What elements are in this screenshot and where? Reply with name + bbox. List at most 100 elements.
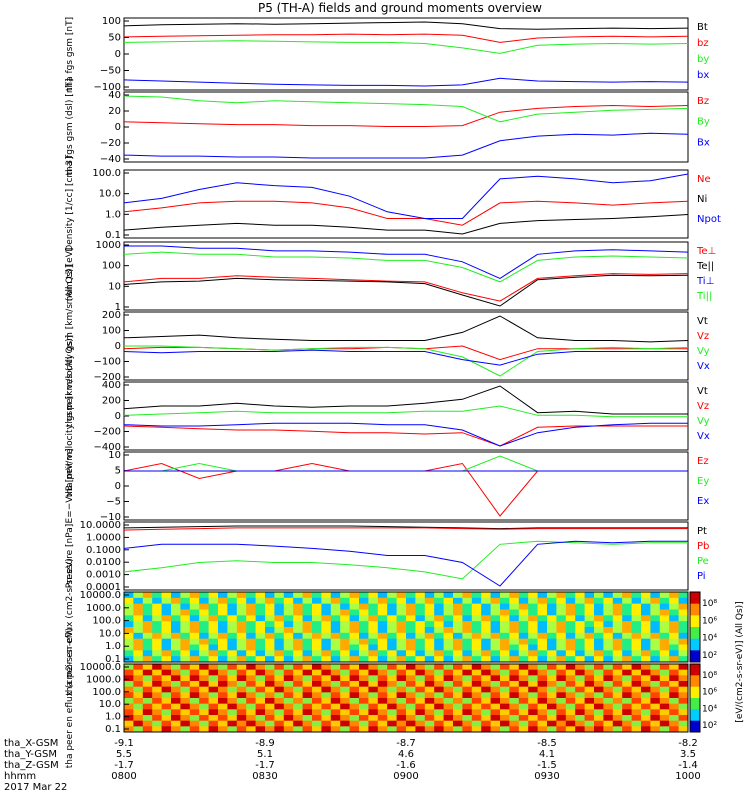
heatmap-cell [528,681,539,688]
heatmap-cell [180,669,191,676]
heatmap-cell [161,726,172,733]
heatmap-cell [227,681,238,688]
heatmap-cell [669,656,680,663]
heatmap-cell [443,632,454,640]
heatmap-cell [462,615,473,622]
heatmap-cell [171,669,181,676]
heatmap-cell [443,638,454,645]
footer-value: -1.4 [678,760,698,771]
heatmap-cell [669,709,680,716]
heatmap-cell [227,603,238,610]
heatmap-cell [265,698,275,705]
heatmap-cell [500,692,510,699]
heatmap-cell [161,675,172,682]
heatmap-cell [255,675,266,682]
heatmap-cell [641,698,651,705]
heatmap-cell [218,703,228,710]
series-line [124,345,689,377]
heatmap-cell [265,703,275,710]
heatmap-cell [377,597,388,605]
heatmap-cell [509,686,520,693]
footer-value: 4.6 [398,749,414,760]
heatmap-cell [509,609,520,616]
heatmap-cell [161,681,172,688]
heatmap-cell [471,644,482,651]
heatmap-cell [265,644,275,651]
heatmap-cell [641,638,651,645]
heatmap-cell [274,638,285,645]
heatmap-cell [340,686,351,693]
heatmap-cell [603,603,614,610]
heatmap-cell [349,698,360,705]
heatmap-cell [293,650,304,657]
heatmap-cell [124,681,134,688]
series-line [123,33,689,43]
heatmap-cell [321,632,332,640]
heatmap-cell [377,675,388,682]
heatmap-cell [312,698,322,705]
heatmap-cell [584,621,595,628]
heatmap-cell [528,664,539,671]
heatmap-cell [443,726,454,733]
heatmap-cell [406,709,416,716]
ytick-label: 1.0 [105,209,121,220]
heatmap-cell [387,692,398,699]
heatmap-cell [265,632,275,640]
heatmap-cell [377,615,388,622]
heatmap-cell [659,615,670,622]
ytick-label: 100 [102,326,121,337]
series-label: Ne [697,174,711,185]
heatmap-cell [312,603,322,610]
ytick-label: 0.1 [105,724,121,735]
heatmap-cell [359,638,369,645]
ytick-label: 0 [115,481,121,492]
heatmap-cell [396,709,407,716]
heatmap-cell [218,656,228,663]
heatmap-cell [227,597,238,605]
heatmap-cell [500,650,510,657]
heatmap-cell [500,656,510,663]
series-label: Vy [697,416,710,427]
heatmap-cell [368,638,379,645]
heatmap-cell [161,592,172,599]
heatmap-cell [641,603,651,610]
heatmap-cell [424,621,435,628]
heatmap-cell [180,592,191,599]
heatmap-cell [142,720,153,727]
heatmap-cell [340,597,351,605]
heatmap-cell [321,644,332,651]
heatmap-cell [340,609,351,616]
heatmap-cell [246,698,257,705]
heatmap-cell [509,669,520,676]
heatmap-cell [631,638,642,645]
heatmap-cell [622,627,633,634]
heatmap-cell [622,597,633,605]
series-label: Vt [697,386,708,397]
heatmap-cell [603,609,614,616]
heatmap-cell [180,675,191,682]
heatmap-cell [612,632,623,640]
heatmap-cell [424,656,435,663]
heatmap-cell [396,615,407,622]
heatmap-cell [659,686,670,693]
heatmap-cell [528,650,539,657]
heatmap-cell [443,675,454,682]
panel-ylabel: E=−VxB [mV/m] [65,448,75,523]
heatmap-cell [424,669,435,676]
panel-frame [123,241,689,311]
heatmap-cell [396,609,407,616]
heatmap-cell [678,715,689,722]
heatmap-cell [312,720,322,727]
heatmap-cell [236,609,247,616]
heatmap-cell [387,669,398,676]
heatmap-cell [490,692,501,699]
heatmap-cell [124,638,134,645]
heatmap-cell [500,681,510,688]
series-line [123,422,688,447]
heatmap-cell [481,703,492,710]
series-label: Bt [697,22,708,33]
heatmap-cell [133,681,144,688]
heatmap-cell [321,627,332,634]
heatmap-cell [537,644,548,651]
heatmap-cell [133,621,144,628]
